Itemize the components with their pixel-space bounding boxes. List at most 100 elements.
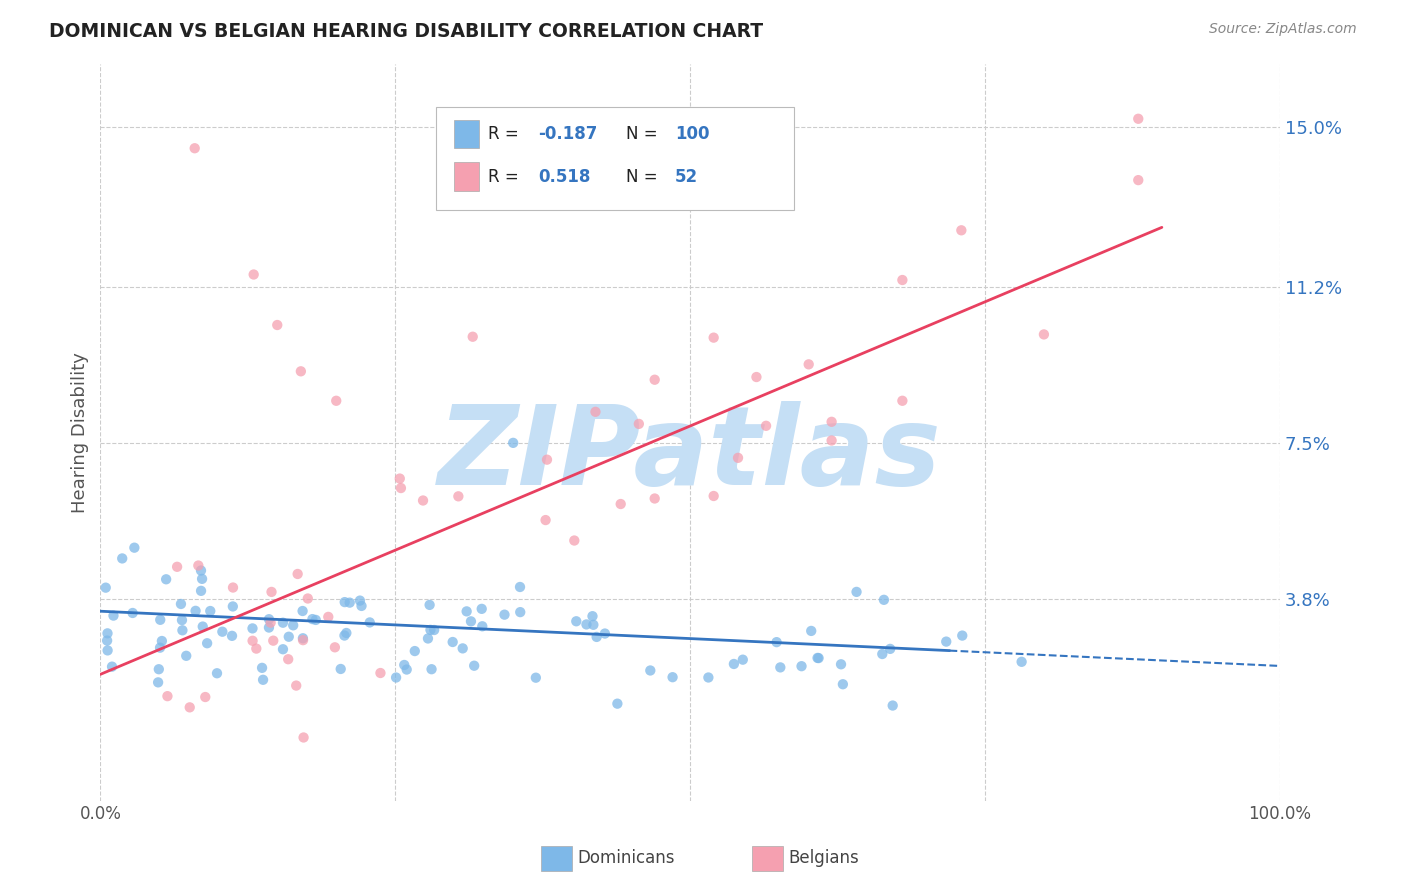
- Point: [723, 657, 745, 671]
- Point: [323, 640, 346, 655]
- Text: ZIPatlas: ZIPatlas: [439, 401, 942, 508]
- Point: [581, 609, 603, 624]
- Point: [456, 604, 478, 618]
- Point: [245, 641, 267, 656]
- Point: [149, 613, 172, 627]
- Point: [242, 621, 264, 635]
- Point: [845, 585, 868, 599]
- Point: [187, 558, 209, 573]
- Y-axis label: Hearing Disability: Hearing Disability: [72, 352, 89, 513]
- Point: [285, 679, 308, 693]
- Point: [830, 657, 852, 672]
- Point: [1032, 327, 1054, 342]
- Point: [891, 273, 914, 287]
- Point: [277, 652, 299, 666]
- Point: [585, 405, 607, 419]
- Point: [156, 689, 179, 703]
- Text: R =: R =: [488, 125, 524, 143]
- Text: Dominicans: Dominicans: [578, 849, 675, 867]
- Point: [191, 572, 214, 586]
- Point: [419, 623, 441, 637]
- Point: [101, 659, 124, 673]
- Point: [831, 677, 853, 691]
- Point: [333, 629, 356, 643]
- Point: [394, 657, 416, 672]
- Point: [250, 661, 273, 675]
- Point: [935, 634, 957, 648]
- Point: [200, 604, 222, 618]
- Point: [194, 690, 217, 704]
- Point: [509, 580, 531, 594]
- Point: [727, 450, 749, 465]
- Point: [287, 566, 309, 581]
- Point: [1128, 173, 1150, 187]
- Point: [242, 633, 264, 648]
- Point: [96, 626, 118, 640]
- Point: [755, 418, 778, 433]
- Point: [461, 330, 484, 344]
- Point: [121, 606, 143, 620]
- Point: [170, 597, 193, 611]
- Point: [297, 591, 319, 606]
- Point: [359, 615, 381, 630]
- Point: [305, 613, 328, 627]
- Point: [170, 613, 193, 627]
- Point: [150, 634, 173, 648]
- Point: [644, 491, 666, 506]
- Point: [471, 619, 494, 633]
- Point: [882, 698, 904, 713]
- Point: [271, 615, 294, 630]
- Point: [146, 675, 169, 690]
- Point: [820, 434, 842, 448]
- Point: [259, 615, 281, 630]
- Point: [745, 370, 768, 384]
- Text: 52: 52: [675, 168, 697, 186]
- Point: [97, 643, 120, 657]
- Point: [221, 629, 243, 643]
- Point: [536, 452, 558, 467]
- Point: [190, 564, 212, 578]
- Point: [593, 626, 616, 640]
- Point: [349, 593, 371, 607]
- Text: Source: ZipAtlas.com: Source: ZipAtlas.com: [1209, 22, 1357, 37]
- Point: [800, 624, 823, 638]
- Point: [873, 592, 896, 607]
- Point: [509, 605, 531, 619]
- Point: [697, 671, 720, 685]
- Text: 100: 100: [675, 125, 710, 143]
- Point: [627, 417, 650, 431]
- Text: 0.518: 0.518: [538, 168, 591, 186]
- Text: N =: N =: [626, 125, 662, 143]
- Point: [575, 617, 598, 632]
- Point: [419, 598, 441, 612]
- Point: [292, 731, 315, 745]
- Point: [582, 617, 605, 632]
- Point: [271, 642, 294, 657]
- Point: [339, 596, 361, 610]
- Point: [644, 373, 666, 387]
- Point: [585, 630, 607, 644]
- Point: [404, 644, 426, 658]
- Point: [329, 662, 352, 676]
- Text: N =: N =: [626, 168, 662, 186]
- Point: [879, 641, 901, 656]
- Point: [565, 614, 588, 628]
- Point: [335, 626, 357, 640]
- Point: [252, 673, 274, 687]
- Point: [494, 607, 516, 622]
- Point: [325, 393, 347, 408]
- Point: [166, 559, 188, 574]
- Point: [460, 615, 482, 629]
- Point: [950, 629, 973, 643]
- Point: [891, 393, 914, 408]
- Point: [184, 604, 207, 618]
- Point: [950, 223, 973, 237]
- Point: [769, 660, 792, 674]
- Point: [451, 641, 474, 656]
- Point: [174, 648, 197, 663]
- Point: [291, 632, 314, 646]
- Point: [155, 572, 177, 586]
- Point: [262, 633, 284, 648]
- Point: [731, 653, 754, 667]
- Point: [562, 533, 585, 548]
